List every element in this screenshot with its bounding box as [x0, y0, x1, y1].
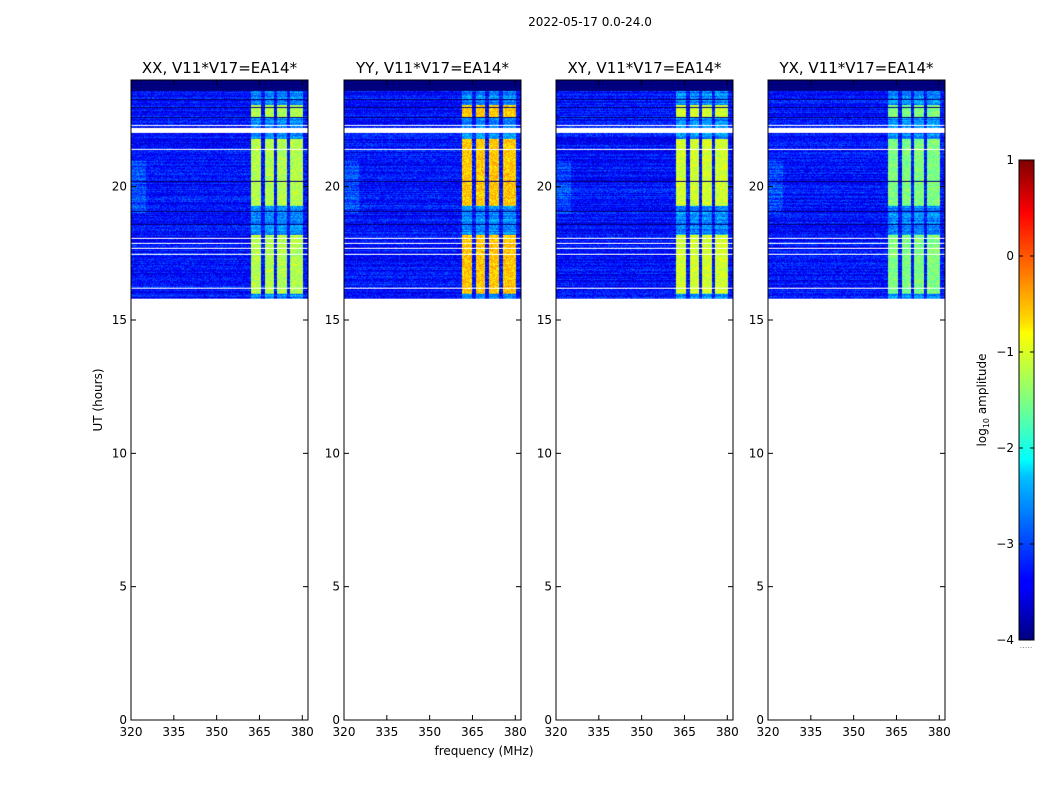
colorbar: 10−1−2−3−4 log10 amplitude .....: [975, 153, 1035, 650]
colorbar-tick-label: −2: [996, 441, 1014, 455]
panels-group: XX, V11*V17=EA14* 320 335 350 365 380 0 5 10 15 20…: [112, 59, 951, 739]
x-tick-label: 365: [885, 725, 908, 739]
x-tick-label: 380: [291, 725, 314, 739]
x-tick-label: 335: [587, 725, 610, 739]
x-tick-label: 365: [461, 725, 484, 739]
x-tick-label: 335: [375, 725, 398, 739]
y-axis-label: UT (hours): [91, 368, 105, 431]
colorbar-label-rest: amplitude: [975, 354, 989, 418]
colorbar-tick-label: 1: [1006, 153, 1014, 167]
spectrogram-image: [131, 80, 308, 299]
colorbar-label-sub: 10: [982, 418, 991, 428]
panel-2: YY, V11*V17=EA14* 320 335 350 365 380 0 5 10 15 20: [325, 59, 527, 739]
y-tick-label: 15: [749, 313, 764, 327]
panel-title: XY, V11*V17=EA14*: [567, 59, 722, 77]
x-tick-label: 350: [418, 725, 441, 739]
axes-frame: [130, 79, 309, 721]
x-tick-label: 320: [120, 725, 143, 739]
panel-title: XX, V11*V17=EA14*: [142, 59, 298, 77]
colorbar-tick-label: −4: [996, 633, 1014, 647]
x-tick-label: 365: [673, 725, 696, 739]
x-tick-label: 380: [928, 725, 951, 739]
x-tick-label: 320: [545, 725, 568, 739]
y-tick-label: 0: [119, 713, 127, 727]
x-tick-label: 320: [333, 725, 356, 739]
colorbar-label: log10 amplitude: [975, 354, 991, 447]
x-axis-label: frequency (MHz): [434, 744, 533, 758]
y-tick-label: 5: [544, 580, 552, 594]
y-tick-label: 15: [112, 313, 127, 327]
panel-title: YY, V11*V17=EA14*: [355, 59, 509, 77]
colorbar-gradient: [1018, 159, 1035, 641]
x-tick-label: 380: [716, 725, 739, 739]
y-tick-label: 20: [112, 180, 127, 194]
colorbar-tick-label: 0: [1006, 249, 1014, 263]
x-tick-label: 320: [757, 725, 780, 739]
axes-frame: [767, 79, 946, 721]
colorbar-tick-label: −1: [996, 345, 1014, 359]
y-tick-label: 5: [756, 580, 764, 594]
colorbar-footnote: .....: [1020, 641, 1033, 650]
y-tick-label: 15: [537, 313, 552, 327]
colorbar-tick-label: −3: [996, 537, 1014, 551]
y-tick-label: 0: [756, 713, 764, 727]
spectrogram-image: [768, 80, 945, 299]
x-tick-label: 335: [162, 725, 185, 739]
x-tick-label: 350: [630, 725, 653, 739]
y-tick-label: 15: [325, 313, 340, 327]
y-tick-label: 20: [325, 180, 340, 194]
spectrogram-image: [556, 80, 733, 299]
y-tick-label: 0: [332, 713, 340, 727]
y-tick-label: 10: [749, 446, 764, 460]
panel-3: XY, V11*V17=EA14* 320 335 350 365 380 0 5 10 15 20: [537, 59, 739, 739]
y-tick-label: 10: [325, 446, 340, 460]
panel-title: YX, V11*V17=EA14*: [778, 59, 934, 77]
y-tick-label: 5: [119, 580, 127, 594]
x-tick-label: 380: [504, 725, 527, 739]
spectrogram-image: [344, 80, 521, 299]
x-tick-label: 335: [799, 725, 822, 739]
y-tick-label: 10: [537, 446, 552, 460]
x-tick-label: 350: [205, 725, 228, 739]
y-tick-label: 20: [537, 180, 552, 194]
colorbar-ticks: 1 0 −1 −2 −3 −4: [996, 153, 1034, 647]
y-tick-label: 20: [749, 180, 764, 194]
axes-frame: [343, 79, 522, 721]
panel-4: YX, V11*V17=EA14* 320 335 350 365 380 0 5 10 15 20: [749, 59, 951, 739]
x-tick-label: 365: [248, 725, 271, 739]
panel-1: XX, V11*V17=EA14* 320 335 350 365 380 0 5 10 15 20: [112, 59, 314, 739]
y-tick-label: 10: [112, 446, 127, 460]
figure-suptitle: 2022-05-17 0.0-24.0: [528, 15, 652, 29]
y-tick-label: 0: [544, 713, 552, 727]
y-tick-label: 5: [332, 580, 340, 594]
colorbar-label-main: log: [975, 428, 989, 446]
axes-frame: [555, 79, 734, 721]
x-tick-label: 350: [842, 725, 865, 739]
